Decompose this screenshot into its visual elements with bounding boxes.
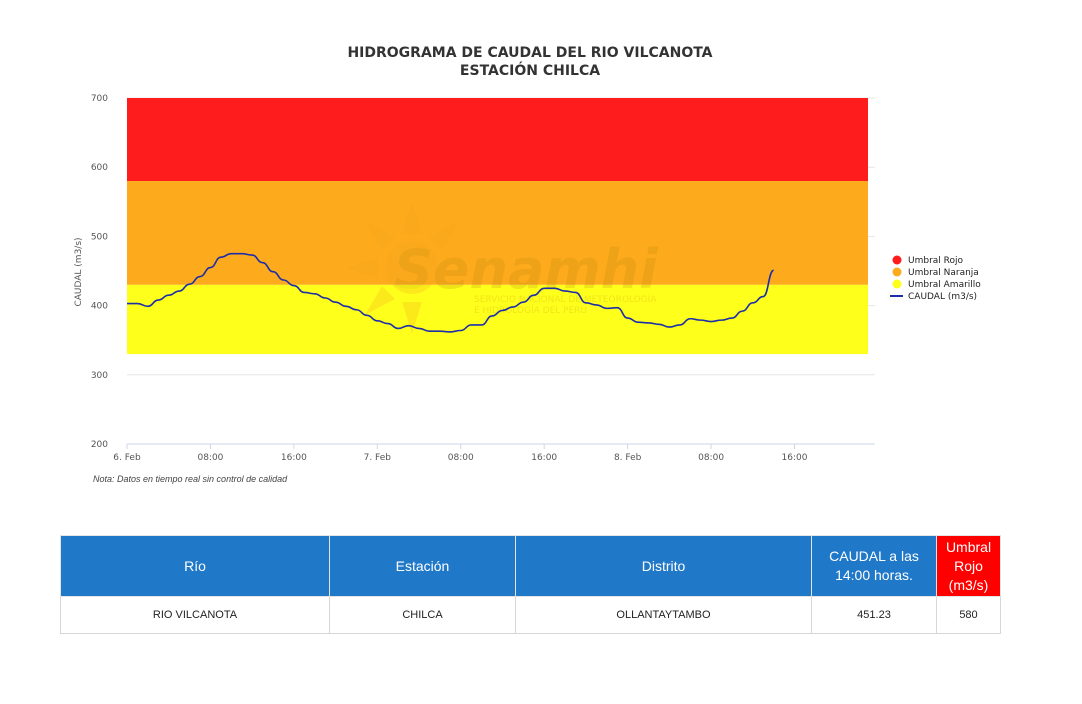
y-tick-label: 700: [91, 94, 108, 104]
x-tick-label: 16:00: [782, 453, 808, 463]
threshold-band: [127, 284, 868, 355]
watermark-line2: E HIDROLOGÍA DEL PERÚ: [474, 304, 587, 316]
x-tick-label: 6. Feb: [113, 453, 141, 463]
header-caudal: CAUDAL a las 14:00 horas.: [811, 535, 937, 597]
legend-marker: [892, 267, 902, 277]
quality-note: Nota: Datos en tiempo real sin control d…: [93, 474, 288, 484]
hydrograph-chart: Senamhi SERVICIO NACIONAL DE METEOROLOGÍ…: [74, 94, 981, 463]
caudal-series-line: [127, 252, 775, 333]
senamhi-watermark: Senamhi SERVICIO NACIONAL DE METEOROLOGÍ…: [346, 202, 659, 334]
threshold-band: [127, 181, 868, 285]
y-axis-label: CAUDAL (m3/s): [74, 237, 84, 306]
header-distrito: Distrito: [515, 535, 812, 597]
chart-title: HIDROGRAMA DE CAUDAL DEL RIO VILCANOTA E…: [0, 44, 1060, 80]
y-tick-label: 400: [91, 302, 108, 312]
legend-item[interactable]: Umbral Rojo: [908, 256, 964, 266]
cell-rio: RIO VILCANOTA: [60, 596, 330, 634]
x-tick-label: 16:00: [281, 453, 307, 463]
legend-item[interactable]: Umbral Amarillo: [908, 280, 981, 290]
watermark-line1: SERVICIO NACIONAL DE METEOROLOGÍA: [474, 293, 657, 305]
cell-estacion: CHILCA: [329, 596, 516, 634]
header-umbral-rojo: Umbral Rojo (m3/s): [936, 535, 1001, 597]
station-table: Río Estación Distrito CAUDAL a las 14:00…: [60, 535, 1001, 634]
y-tick-label: 500: [91, 232, 108, 242]
x-tick-label: 8. Feb: [614, 453, 642, 463]
legend-item[interactable]: CAUDAL (m3/s): [908, 292, 977, 302]
y-tick-label: 600: [91, 163, 108, 173]
chart-title-line1: HIDROGRAMA DE CAUDAL DEL RIO VILCANOTA: [347, 45, 713, 61]
cell-umbral-rojo: 580: [936, 596, 1001, 634]
cell-caudal: 451.23: [811, 596, 937, 634]
legend-item[interactable]: Umbral Naranja: [908, 268, 979, 278]
legend-marker: [892, 255, 902, 265]
sun-logo-icon: [346, 202, 459, 334]
cell-distrito: OLLANTAYTAMBO: [515, 596, 812, 634]
x-tick-label: 08:00: [698, 453, 724, 463]
x-tick-label: 16:00: [531, 453, 557, 463]
watermark-brand: Senamhi: [394, 238, 659, 301]
x-tick-label: 7. Feb: [364, 453, 392, 463]
chart-title-line2: ESTACIÓN CHILCA: [459, 63, 601, 79]
table-row: RIO VILCANOTA CHILCA OLLANTAYTAMBO 451.2…: [60, 596, 1001, 634]
chart-legend: Umbral Rojo Umbral Naranja Umbral Amarillo…: [890, 255, 981, 302]
x-tick-label: 08:00: [448, 453, 474, 463]
y-tick-label: 300: [91, 371, 108, 381]
table-header-row: Río Estación Distrito CAUDAL a las 14:00…: [60, 535, 1001, 597]
y-tick-label: 200: [91, 440, 108, 450]
threshold-band: [127, 98, 868, 182]
header-estacion: Estación: [329, 535, 516, 597]
header-rio: Río: [60, 535, 330, 597]
legend-marker: [892, 279, 902, 289]
x-tick-label: 08:00: [197, 453, 223, 463]
